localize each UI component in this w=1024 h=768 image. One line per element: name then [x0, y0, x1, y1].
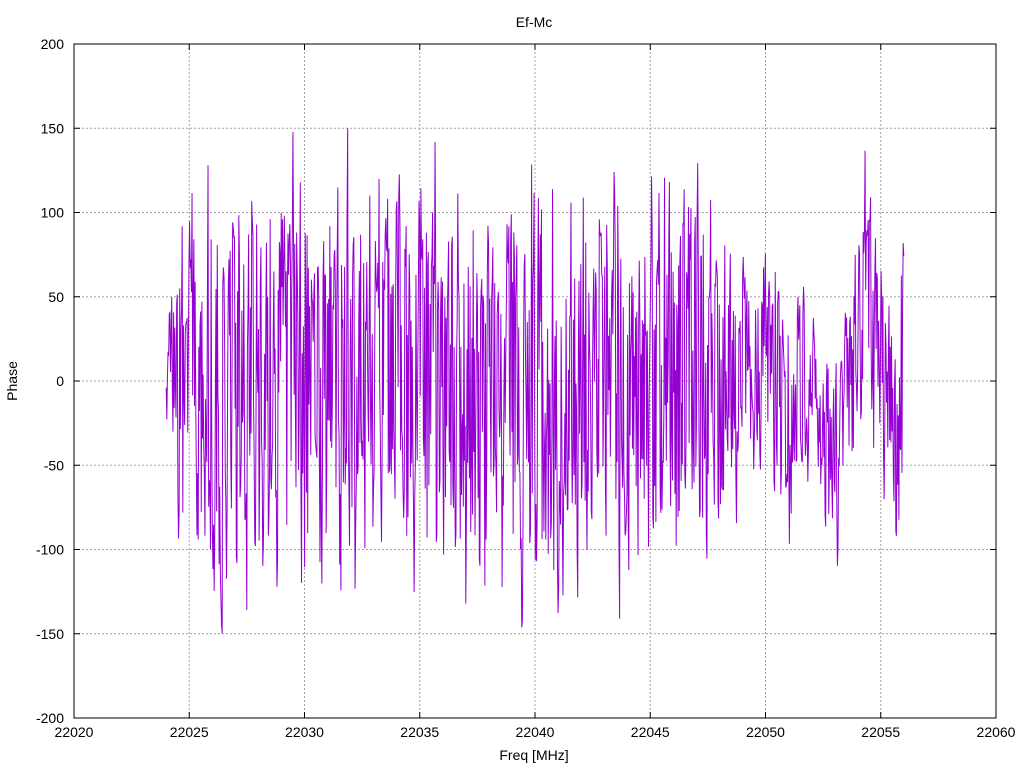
y-tick-label: -100: [36, 542, 64, 558]
x-axis-label: Freq [MHz]: [499, 747, 568, 763]
series-layer: [165, 128, 905, 634]
x-tick-label: 22050: [746, 724, 785, 740]
y-tick-label: -200: [36, 710, 64, 726]
y-tick-label: -150: [36, 626, 64, 642]
x-tick-label: 22055: [861, 724, 900, 740]
x-tick-label: 22025: [170, 724, 209, 740]
x-tick-label: 22045: [631, 724, 670, 740]
x-tick-label: 22060: [977, 724, 1016, 740]
y-tick-label: 0: [56, 373, 64, 389]
y-axis-label: Phase: [4, 361, 20, 401]
y-tick-label: 150: [41, 120, 65, 136]
y-tick-label: -50: [44, 457, 64, 473]
chart-title: Ef-Mc: [516, 14, 553, 30]
axis-ticks: 22020 22025 22030 22035 22040 22045 22050 22055…: [36, 36, 1016, 740]
x-tick-label: 22040: [516, 724, 555, 740]
y-tick-label: 100: [41, 205, 65, 221]
y-tick-label: 50: [48, 289, 64, 305]
x-tick-label: 22030: [285, 724, 324, 740]
x-tick-label: 22020: [55, 724, 94, 740]
phase-series-line: [165, 128, 905, 634]
x-tick-label: 22035: [400, 724, 439, 740]
y-tick-label: 200: [41, 36, 65, 52]
